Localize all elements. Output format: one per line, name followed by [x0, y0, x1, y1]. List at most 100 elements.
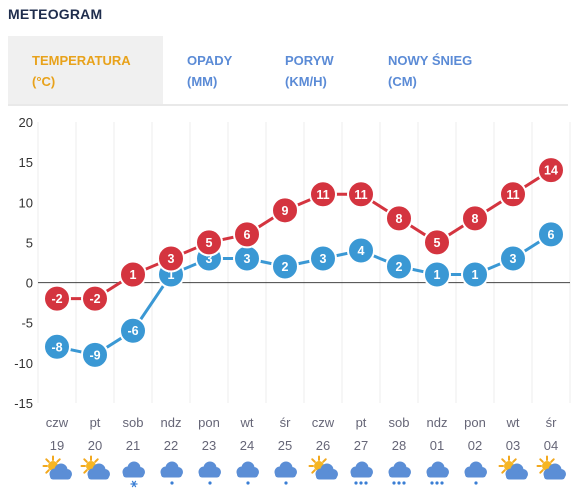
point-label: 1: [472, 268, 479, 282]
point-label: 2: [396, 260, 403, 274]
sun-ray: [45, 469, 50, 474]
cloud-part: [506, 473, 527, 480]
point-marker: [233, 220, 261, 249]
rain-cloud-icon: [464, 461, 487, 485]
tab-opady[interactable]: OPADY (MM): [163, 36, 261, 104]
sun-ray: [45, 458, 50, 463]
cloud-part: [427, 471, 448, 478]
sun-ray: [501, 469, 506, 474]
rain-drop: [430, 481, 434, 485]
day-label: wt: [506, 415, 520, 430]
date-label: 25: [278, 438, 292, 453]
data-point: -2: [81, 284, 109, 313]
y-tick-label: -15: [14, 396, 33, 411]
tab-poryw[interactable]: PORYW (KM/H): [261, 36, 364, 104]
tab-label: NOWY ŚNIEG: [388, 53, 473, 68]
sun-ray: [512, 458, 517, 463]
point-label: 11: [354, 188, 367, 202]
point-label: 3: [510, 252, 517, 266]
data-point: 11: [347, 180, 375, 209]
tab-unit: (KM/H): [285, 74, 327, 89]
point-label: -2: [51, 292, 62, 306]
point-marker: [271, 196, 299, 225]
point-marker: [43, 332, 71, 361]
day-label: śr: [280, 415, 292, 430]
tab-label: PORYW: [285, 53, 334, 68]
cloud-part: [544, 473, 565, 480]
cloud-part: [275, 471, 296, 478]
tab-unit: (°C): [32, 74, 56, 89]
cloud-part: [199, 471, 220, 478]
y-tick-label: -5: [21, 316, 33, 331]
data-point: 3: [233, 244, 261, 273]
sun-ray: [83, 469, 88, 474]
data-point: -8: [43, 332, 71, 361]
sun-ray: [94, 458, 99, 463]
data-point: 5: [195, 228, 223, 257]
data-point: 1: [119, 260, 147, 289]
point-marker: [385, 204, 413, 233]
tab-bar: TEMPERATURA (°C) OPADY (MM) PORYW (KM/H)…: [8, 36, 568, 106]
point-label: 1: [168, 268, 175, 282]
date-label: 02: [468, 438, 482, 453]
rain-cloud-icon: [236, 461, 259, 485]
point-label: 1: [130, 268, 137, 282]
data-point: 8: [461, 204, 489, 233]
date-label: 19: [50, 438, 64, 453]
sun-ray: [539, 458, 544, 463]
tab-nowy-snieg[interactable]: NOWY ŚNIEG (CM): [364, 36, 504, 104]
tab-temperatura[interactable]: TEMPERATURA (°C): [8, 36, 163, 104]
point-marker: [309, 180, 337, 209]
cloud-part: [88, 473, 109, 480]
point-marker: [423, 260, 451, 289]
date-label: 21: [126, 438, 140, 453]
cloud-part: [237, 471, 258, 478]
day-label: sob: [123, 415, 144, 430]
data-point: 1: [423, 260, 451, 289]
date-label: 01: [430, 438, 444, 453]
point-label: -9: [89, 348, 100, 362]
data-point: 11: [309, 180, 337, 209]
point-marker: [461, 260, 489, 289]
day-label: pon: [464, 415, 486, 430]
point-label: 6: [244, 228, 251, 242]
day-label: śr: [546, 415, 558, 430]
point-marker: [309, 244, 337, 273]
rain-drop: [170, 481, 174, 485]
cloud-part: [316, 473, 337, 480]
date-label: 20: [88, 438, 102, 453]
tab-unit: (CM): [388, 74, 417, 89]
cloud-part: [389, 471, 410, 478]
day-label: ndz: [161, 415, 182, 430]
rain-drop: [284, 481, 288, 485]
date-label: 27: [354, 438, 368, 453]
tab-label: OPADY: [187, 53, 233, 68]
tab-label: TEMPERATURA: [32, 53, 131, 68]
rain-drop: [440, 481, 444, 485]
sun-ray: [56, 458, 61, 463]
day-label: wt: [240, 415, 254, 430]
sun-ray: [322, 458, 327, 463]
rain-cloud-icon: [274, 461, 297, 485]
point-marker: [157, 244, 185, 273]
data-point: -9: [81, 340, 109, 369]
point-marker: [537, 220, 565, 249]
point-label: -8: [51, 340, 62, 354]
point-label: 9: [282, 204, 289, 218]
date-label: 28: [392, 438, 406, 453]
date-label: 03: [506, 438, 520, 453]
snowflake: [131, 480, 137, 488]
point-label: 4: [358, 244, 365, 258]
day-label: czw: [46, 415, 69, 430]
point-marker: [499, 244, 527, 273]
data-point: 9: [271, 196, 299, 225]
cloud-part: [50, 473, 71, 480]
rain-drop: [474, 481, 478, 485]
day-label: pt: [90, 415, 101, 430]
cloud-part: [465, 471, 486, 478]
partly-sunny-icon: [80, 455, 110, 480]
y-tick-label: 10: [19, 195, 33, 210]
point-label: 14: [544, 164, 558, 178]
sun-ray: [83, 458, 88, 463]
